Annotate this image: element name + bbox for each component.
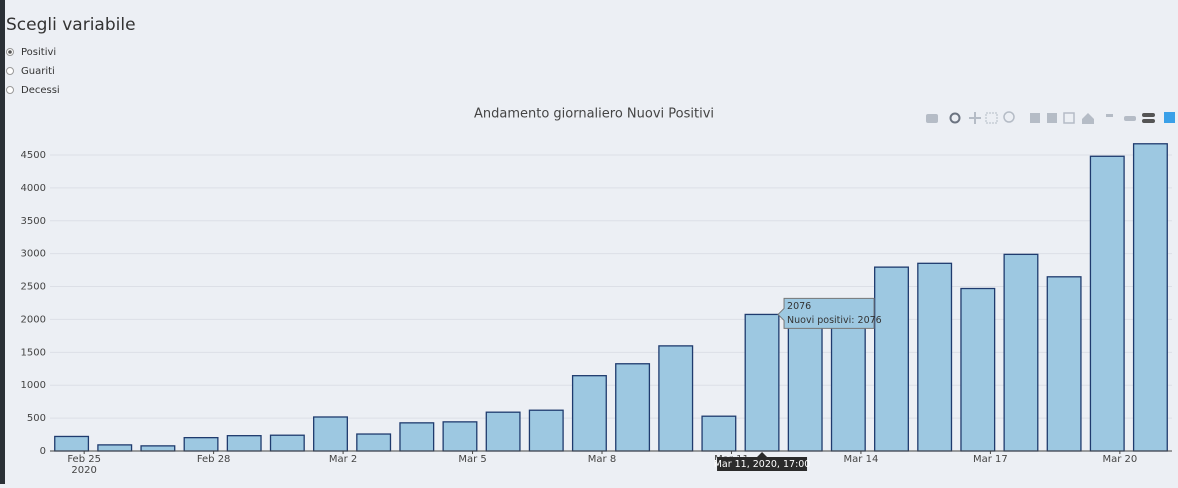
radio-label[interactable]: Decessi: [21, 85, 60, 96]
x-year-label: 2020: [71, 465, 96, 476]
hover-compare-icon[interactable]: [1142, 113, 1155, 117]
zoom-icon[interactable]: [949, 112, 961, 124]
x-tick-label: Mar 17: [973, 454, 1008, 465]
bar: [356, 433, 392, 452]
select-icon[interactable]: [985, 112, 998, 124]
spike-icon[interactable]: [1106, 114, 1113, 117]
hover-x-box: [717, 452, 808, 471]
bar: [917, 262, 953, 452]
bar: [399, 422, 435, 452]
y-tick-label: 0: [40, 446, 46, 457]
modebar: [926, 111, 1175, 124]
bar: [830, 311, 866, 452]
left-strip: [0, 0, 5, 484]
bar: [701, 415, 737, 452]
bar: [1089, 155, 1125, 452]
bar: [97, 444, 133, 452]
reset-icon[interactable]: [1082, 113, 1094, 124]
bar: [1046, 276, 1082, 452]
radio-dot: [8, 50, 12, 54]
y-tick-label: 1000: [21, 380, 46, 391]
bar: [140, 445, 176, 452]
x-tick-label: Mar 14: [844, 454, 879, 465]
bar: [615, 363, 651, 452]
bar: [226, 435, 262, 452]
bar: [442, 421, 478, 452]
y-tick-label: 3000: [21, 249, 46, 260]
bar: [485, 411, 521, 452]
y-tick-label: 3500: [21, 216, 46, 227]
bar: [960, 287, 996, 452]
x-tick-label: Feb 25: [67, 454, 101, 465]
hover-text: Nuovi positivi: 2076: [787, 315, 882, 326]
y-tick-label: 500: [27, 413, 46, 424]
hover-value: 2076: [787, 301, 811, 312]
hover-box: [777, 297, 875, 329]
chart-title: Andamento giornaliero Nuovi Positivi: [474, 107, 714, 122]
bar: [1132, 143, 1168, 452]
zoom-out-icon[interactable]: [1047, 113, 1057, 123]
bar: [1003, 253, 1039, 452]
bar: [874, 266, 909, 452]
bar: [744, 313, 780, 452]
pan-icon[interactable]: [969, 112, 981, 124]
bar: [528, 409, 564, 452]
bar: [658, 345, 694, 452]
hover-closest-icon[interactable]: [1124, 116, 1136, 121]
radio-label[interactable]: Positivi: [21, 47, 56, 58]
x-tick-label: Mar 8: [588, 454, 616, 465]
bar: [269, 434, 305, 452]
bar: [571, 375, 607, 452]
x-tick-label: Mar 20: [1102, 454, 1137, 465]
hover-x-label: Mar 11, 2020, 17:00: [714, 459, 811, 470]
y-tick-label: 4500: [21, 150, 46, 161]
plotly-logo[interactable]: [1164, 112, 1175, 123]
zoom-in-icon[interactable]: [1030, 113, 1040, 123]
autoscale-icon[interactable]: [1063, 112, 1075, 124]
hover-compare-icon[interactable]: [1142, 119, 1155, 123]
y-tick-label: 2500: [21, 282, 46, 293]
y-tick-label: 2000: [21, 314, 46, 325]
x-tick-label: Feb 28: [197, 454, 231, 465]
bar: [54, 435, 90, 452]
lasso-icon[interactable]: [1003, 111, 1015, 123]
radio-label[interactable]: Guariti: [21, 66, 55, 77]
x-tick-label: Mar 5: [458, 454, 486, 465]
bar: [183, 436, 219, 452]
radio-button[interactable]: [6, 67, 14, 75]
camera-icon[interactable]: [926, 114, 938, 123]
radio-button[interactable]: [6, 86, 14, 94]
y-tick-label: 4000: [21, 183, 46, 194]
x-tick-label: Mar 2: [329, 454, 357, 465]
bar: [313, 416, 348, 452]
y-tick-label: 1500: [21, 347, 46, 358]
controls-title: Scegli variabile: [6, 15, 136, 35]
